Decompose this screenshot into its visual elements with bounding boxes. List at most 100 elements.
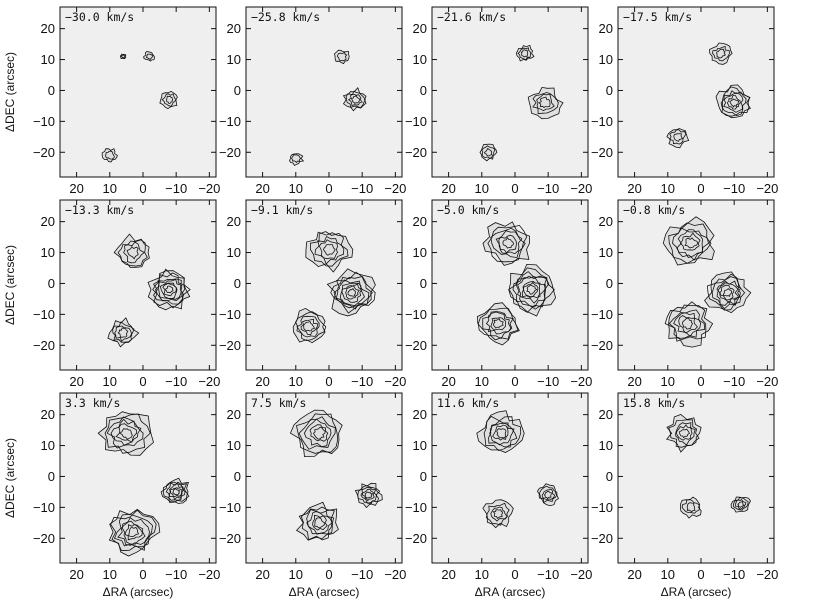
contour-line — [312, 426, 326, 440]
y-tick-label: 0 — [48, 83, 55, 98]
contour-line — [716, 48, 727, 59]
y-tick-label: 0 — [48, 469, 55, 484]
contour-line — [312, 514, 328, 531]
contour-line — [295, 311, 327, 342]
contour-line — [679, 428, 691, 439]
contour-line — [723, 92, 744, 113]
emission-feature — [482, 221, 530, 266]
y-tick-label: −10 — [219, 307, 241, 322]
x-axis-label: ΔRA (arcsec) — [103, 585, 174, 599]
y-tick-label: −10 — [33, 307, 55, 322]
x-tick-label: 0 — [511, 374, 518, 389]
panel-background — [618, 7, 774, 177]
x-tick-label: −10 — [537, 374, 559, 389]
x-tick-label: 20 — [255, 181, 269, 196]
y-tick-label: −20 — [591, 531, 613, 546]
contour-line — [523, 281, 539, 298]
contour-line — [684, 237, 699, 249]
x-tick-label: −10 — [165, 181, 187, 196]
contour-line — [512, 271, 548, 310]
contour-line — [729, 98, 740, 108]
contour-line — [538, 96, 551, 109]
y-tick-label: −10 — [219, 500, 241, 515]
contour-line — [104, 413, 151, 454]
x-tick-label: −10 — [165, 374, 187, 389]
contour-line — [117, 327, 129, 338]
contour-line — [155, 278, 185, 302]
x-tick-label: −20 — [198, 567, 220, 582]
x-tick-label: −20 — [570, 181, 592, 196]
panel-frame — [431, 6, 589, 178]
contour-line — [490, 506, 508, 522]
contour-line — [341, 283, 363, 303]
contour-line — [716, 280, 742, 306]
x-tick-label: −20 — [384, 374, 406, 389]
x-tick-label: 0 — [511, 181, 518, 196]
x-tick-label: 20 — [69, 567, 83, 582]
channel-panel: 15.8 km/s 20 10 0 −10 −20 20 10 0 −10 −20 ΔRA (arcs… — [591, 392, 778, 599]
y-tick-label: −10 — [591, 114, 613, 129]
velocity-label: −17.5 km/s — [623, 10, 692, 24]
x-tick-label: −10 — [723, 374, 745, 389]
y-tick-label: 20 — [599, 21, 613, 36]
contour-line — [123, 241, 145, 264]
contour-line — [680, 496, 702, 519]
contour-line — [113, 513, 153, 548]
x-tick-label: 20 — [627, 374, 641, 389]
velocity-label: −5.0 km/s — [437, 203, 499, 217]
y-tick-label: 0 — [420, 83, 427, 98]
contour-line — [678, 315, 698, 334]
emission-feature — [476, 302, 520, 346]
contour-line — [97, 411, 154, 456]
panel-background — [618, 200, 774, 370]
emission-feature — [292, 307, 327, 344]
contour-line — [291, 154, 301, 163]
contour-line — [120, 54, 126, 59]
contour-line — [709, 42, 733, 65]
contour-line — [157, 278, 183, 300]
channel-panel: 7.5 km/s 20 10 0 −10 −20 20 10 0 −10 −20 ΔRA (arcse… — [219, 392, 406, 599]
contour-line — [719, 284, 735, 301]
contour-line — [115, 423, 138, 443]
x-tick-label: −10 — [723, 181, 745, 196]
contour-line — [345, 285, 360, 300]
x-tick-label: 10 — [661, 374, 675, 389]
x-tick-label: −10 — [351, 567, 373, 582]
emission-feature — [479, 143, 498, 162]
x-tick-label: −20 — [756, 567, 778, 582]
emission-feature — [289, 153, 305, 167]
x-tick-label: 0 — [325, 181, 332, 196]
panel-frame — [245, 6, 403, 178]
panel-background — [246, 200, 402, 370]
emission-feature — [326, 268, 376, 317]
x-tick-label: −20 — [384, 567, 406, 582]
contour-line — [169, 487, 183, 498]
y-tick-label: 20 — [227, 21, 241, 36]
x-tick-label: 20 — [441, 181, 455, 196]
y-tick-label: −10 — [219, 114, 241, 129]
contour-line — [484, 147, 493, 157]
contour-line — [110, 509, 157, 552]
y-tick-label: 10 — [413, 245, 427, 260]
contour-line — [737, 501, 745, 508]
x-tick-label: 20 — [255, 374, 269, 389]
contour-line — [300, 318, 319, 336]
emission-feature — [143, 51, 155, 62]
emission-feature — [536, 483, 560, 507]
contour-line — [668, 419, 700, 448]
contour-line — [490, 317, 507, 331]
contour-line — [495, 230, 523, 255]
contour-line — [487, 224, 528, 263]
x-tick-label: 10 — [103, 181, 117, 196]
y-tick-label: 10 — [227, 245, 241, 260]
y-tick-label: −10 — [405, 114, 427, 129]
contour-line — [357, 485, 381, 505]
y-axis-label: ΔDEC (arcsec) — [3, 52, 17, 132]
y-tick-label: 20 — [413, 214, 427, 229]
velocity-label: 15.8 km/s — [623, 396, 685, 410]
contour-line — [712, 45, 730, 62]
x-tick-label: 0 — [139, 374, 146, 389]
y-tick-label: −10 — [591, 307, 613, 322]
y-tick-label: −20 — [405, 531, 427, 546]
x-axis-label: ΔRA (arcsec) — [661, 585, 732, 599]
